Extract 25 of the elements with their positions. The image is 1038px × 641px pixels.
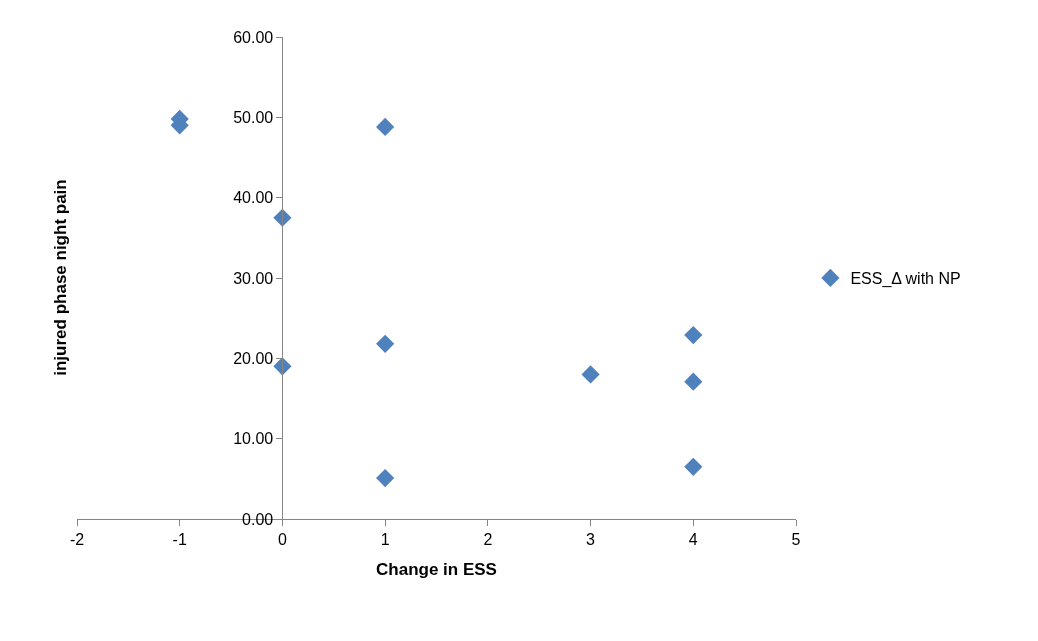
legend-label: ESS_Δ with NP <box>850 270 961 289</box>
x-tick-label: 3 <box>586 531 596 549</box>
point <box>376 117 395 137</box>
x-tick-label: 0 <box>277 531 287 549</box>
point <box>684 372 703 391</box>
x-tick-label: -1 <box>172 531 187 549</box>
y-tick-label: 30.00 <box>233 269 274 287</box>
x-tick-label: 1 <box>380 531 390 549</box>
y-axis-title: injured phase night pain <box>50 179 70 376</box>
y-tick-label: 50.00 <box>233 108 274 126</box>
point <box>581 365 600 384</box>
x-tick-label: 4 <box>688 531 698 549</box>
point <box>376 468 395 488</box>
y-tick-label: 60.00 <box>233 28 274 46</box>
point <box>684 457 703 476</box>
y-tick-label: 20.00 <box>233 349 274 367</box>
x-tick-label: 5 <box>791 531 801 549</box>
x-axis-title: Change in ESS <box>376 559 497 579</box>
y-tick-label: 10.00 <box>233 430 274 448</box>
x-tick-label: -2 <box>69 531 85 549</box>
point <box>376 334 395 353</box>
point <box>684 325 703 345</box>
x-tick-label: 2 <box>483 531 493 549</box>
y-tick-label: 0.00 <box>242 510 274 528</box>
y-tick-label: 40.00 <box>233 189 274 207</box>
